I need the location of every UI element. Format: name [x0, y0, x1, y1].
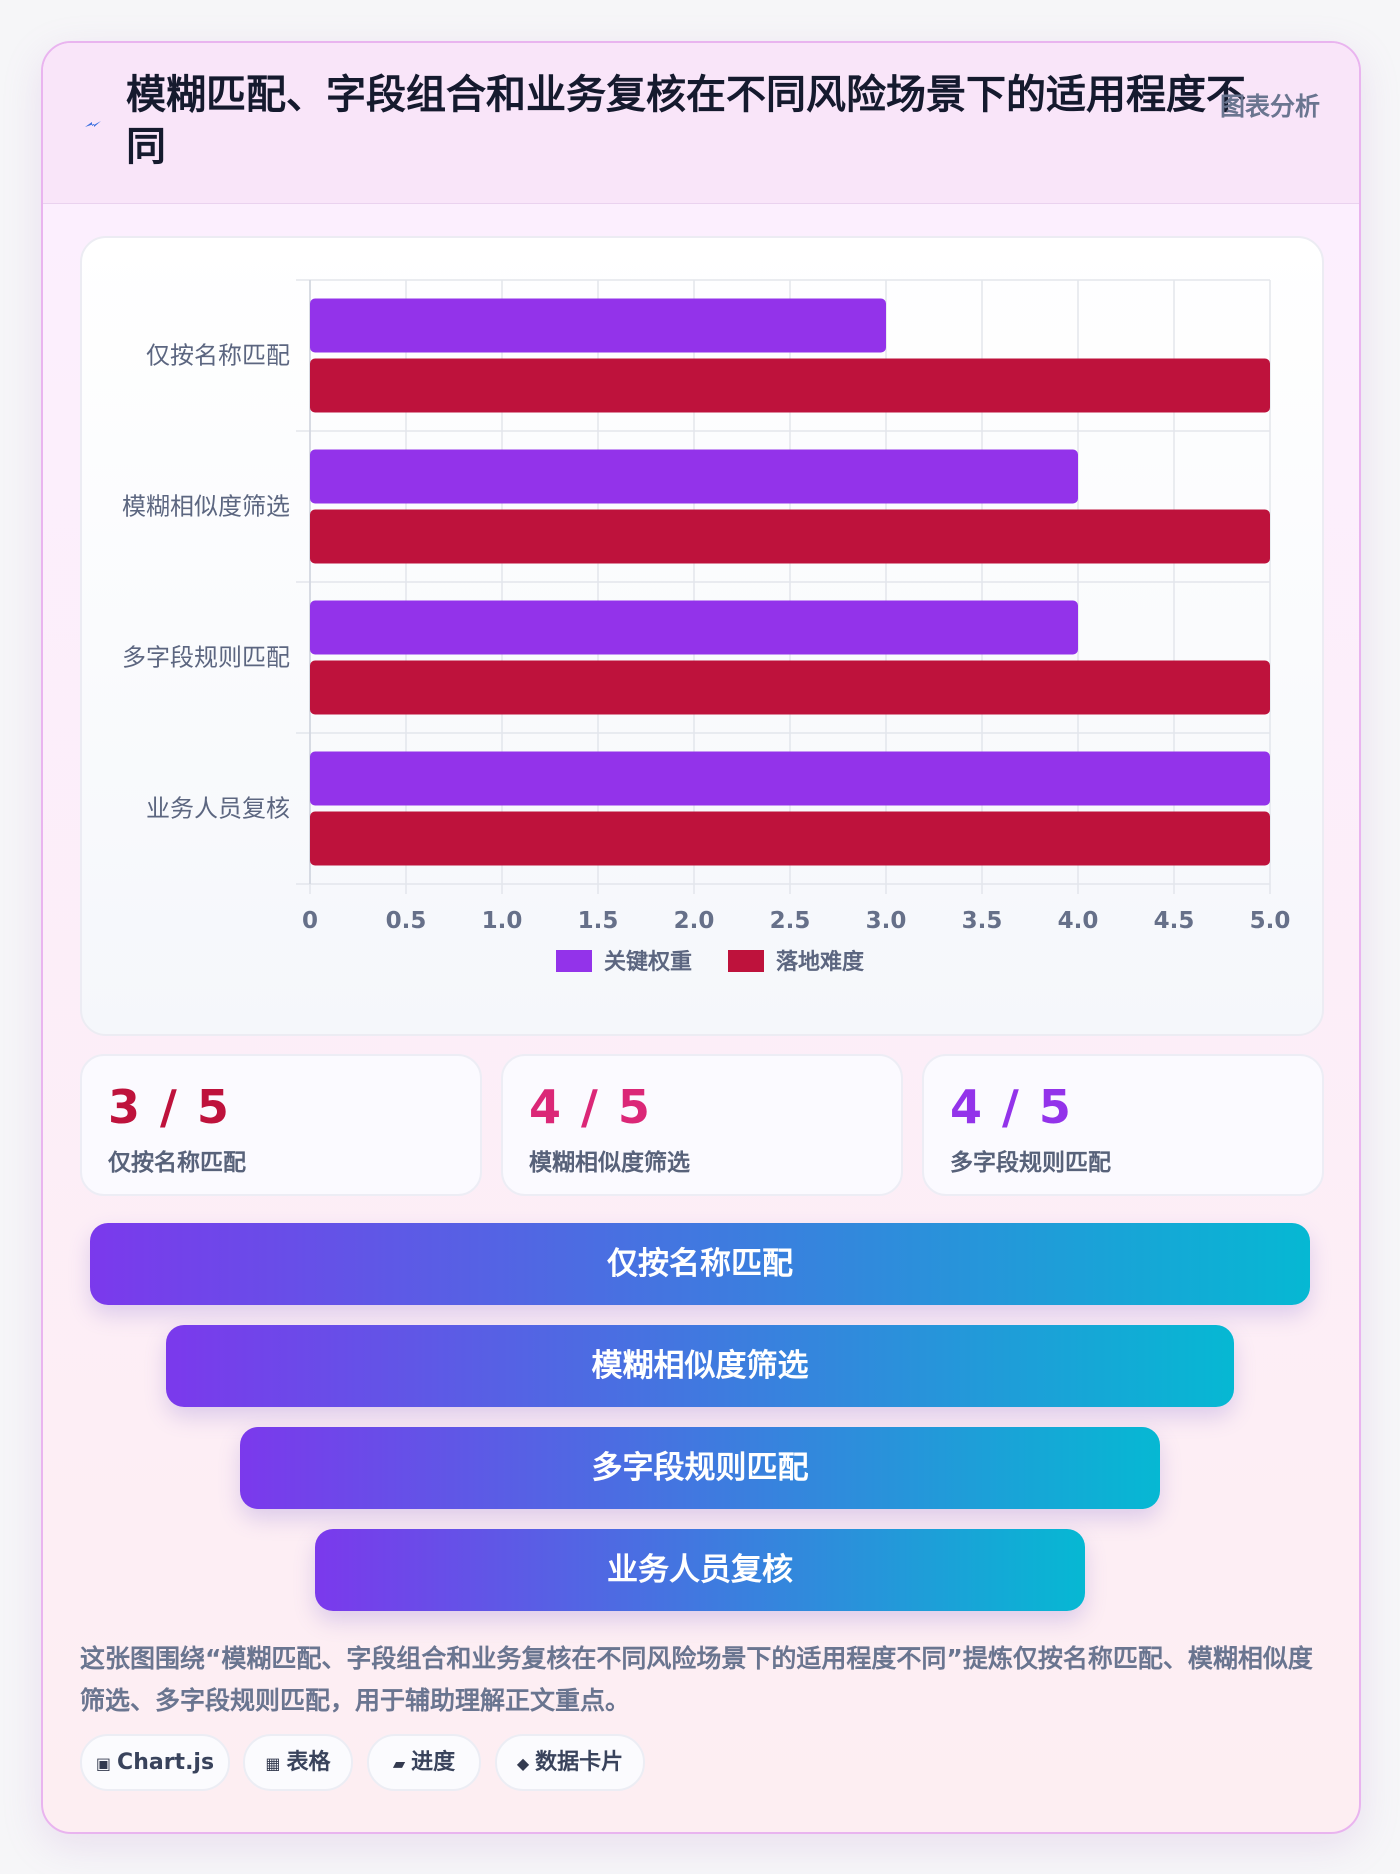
progress-icon: ▰: [392, 1754, 406, 1773]
legend-label: 关键权重: [604, 949, 692, 975]
bar: [310, 751, 1270, 806]
x-tick-label: 3.0: [866, 908, 907, 934]
bar: [310, 811, 1270, 866]
funnel-step: 仅按名称匹配: [90, 1223, 1310, 1305]
x-tick-label: 4.5: [1154, 908, 1195, 934]
bar-chart: 0 0.5 1.0 1.5 2.0 2.5 3.0 3.5 4.0 4.5 5.0 仅按名称匹配模糊相…: [122, 279, 1291, 975]
x-tick-label: 3.5: [962, 908, 1003, 934]
chart-icon: ▣: [95, 1754, 112, 1773]
funnel-step: 模糊相似度筛选: [166, 1325, 1234, 1407]
legend-label: 落地难度: [776, 949, 865, 975]
bar: [310, 449, 1078, 504]
chart-panel: 0 0.5 1.0 1.5 2.0 2.5 3.0 3.5 4.0 4.5 5.0 仅按名称匹配模糊相…: [80, 236, 1324, 1036]
y-tick-label: 仅按名称匹配: [146, 342, 290, 370]
stat-label: 模糊相似度筛选: [529, 1150, 690, 1176]
funnel-step: 多字段规则匹配: [240, 1427, 1160, 1509]
lightning-icon: [85, 121, 101, 127]
x-tick-label: 1.0: [482, 908, 523, 934]
table-icon: ▦: [265, 1754, 281, 1773]
chip-table[interactable]: ▦ 表格: [243, 1734, 353, 1791]
legend-swatch: [728, 950, 764, 972]
x-tick-label: 1.5: [578, 908, 619, 934]
page-title: 模糊匹配、字段组合和业务复核在不同风险场景下的适用程度不同: [126, 72, 1246, 170]
data-card-icon: ◆: [516, 1754, 530, 1773]
chip-progress[interactable]: ▰ 进度: [367, 1734, 481, 1791]
chart-analysis-tag: 图表分析: [1220, 92, 1321, 121]
y-tick-label: 业务人员复核: [146, 795, 290, 823]
bar: [310, 509, 1270, 564]
chart-summary: 这张图围绕“模糊匹配、字段组合和业务复核在不同风险场景下的适用程度不同”提炼仅按…: [80, 1644, 1313, 1715]
stat-label: 多字段规则匹配: [950, 1150, 1111, 1176]
stat-card: 3 / 5 仅按名称匹配: [80, 1054, 482, 1196]
chip-data-card[interactable]: ◆ 数据卡片: [495, 1734, 645, 1791]
stat-label: 仅按名称匹配: [108, 1150, 246, 1176]
x-tick-label: 5.0: [1250, 908, 1291, 934]
y-tick-label: 模糊相似度筛选: [122, 493, 290, 521]
x-tick-label: 0.5: [386, 908, 427, 934]
chip-label: Chart.js: [117, 1750, 215, 1775]
stat-card: 4 / 5 多字段规则匹配: [922, 1054, 1324, 1196]
chip-label: 数据卡片: [535, 1750, 624, 1775]
stat-value: 4 / 5: [950, 1080, 1073, 1134]
chip-label: 进度: [411, 1750, 456, 1775]
funnel-step: 业务人员复核: [315, 1529, 1085, 1611]
bar: [310, 660, 1270, 715]
stat-card: 4 / 5 模糊相似度筛选: [501, 1054, 903, 1196]
stat-value: 4 / 5: [529, 1080, 652, 1134]
bar: [310, 600, 1078, 655]
chip-chartjs[interactable]: ▣ Chart.js: [80, 1734, 230, 1791]
chip-label: 表格: [286, 1750, 331, 1775]
x-tick-label: 4.0: [1058, 908, 1099, 934]
x-tick-label: 2.0: [674, 908, 715, 934]
card-header: 模糊匹配、字段组合和业务复核在不同风险场景下的适用程度不同 图表分析: [43, 43, 1359, 204]
legend-swatch: [556, 950, 592, 972]
chart-card: 模糊匹配、字段组合和业务复核在不同风险场景下的适用程度不同 图表分析 0 0.5 1…: [41, 41, 1361, 1834]
bar: [310, 358, 1270, 413]
x-tick-label: 2.5: [770, 908, 811, 934]
y-tick-label: 多字段规则匹配: [122, 644, 290, 672]
bar: [310, 298, 886, 353]
x-tick-label: 0: [302, 908, 318, 934]
stat-value: 3 / 5: [108, 1080, 231, 1134]
